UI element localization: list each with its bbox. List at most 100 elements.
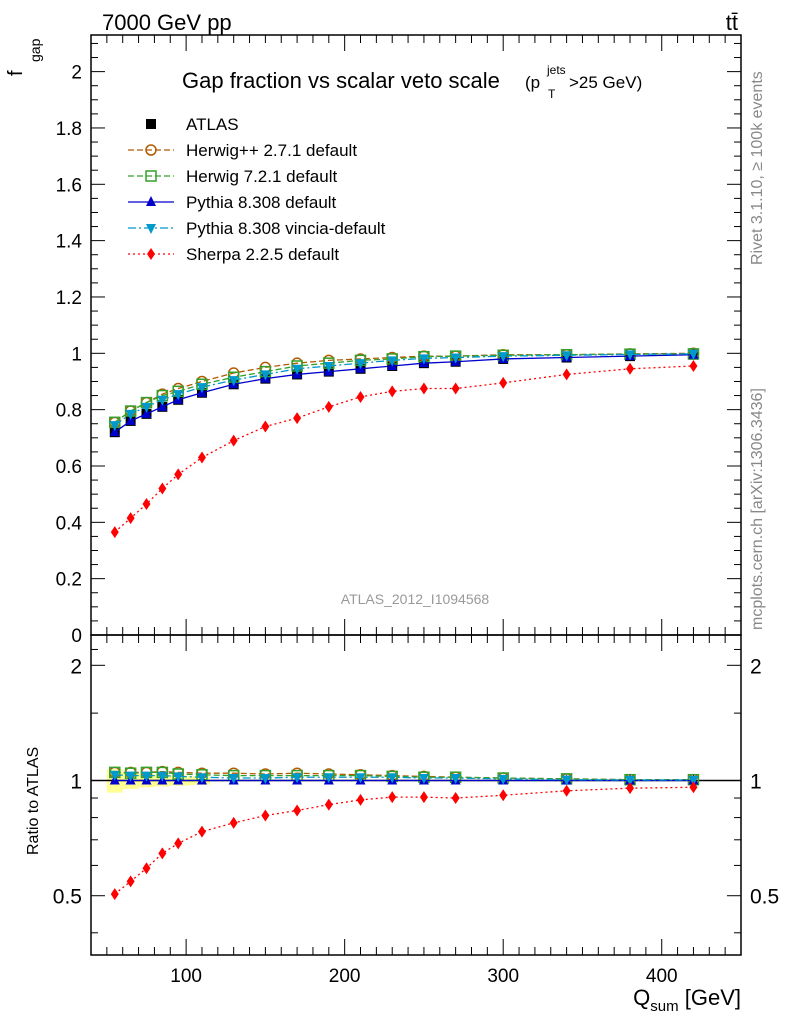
ratio-point (562, 784, 571, 797)
ratio-point (157, 771, 168, 782)
data-point (562, 368, 571, 381)
process-label: tt̄ (726, 10, 738, 35)
legend-marker (146, 196, 156, 206)
main-y-axis: 0 0.2 0.4 0.6 0.8 1 1.2 1.4 1.6 1.8 2 (56, 42, 741, 647)
ratio-point (125, 771, 136, 782)
ratio-ytick-label-right: 2 (750, 655, 762, 678)
series-line-4 (114, 353, 694, 426)
x-axis-label: Qsum [GeV] (633, 985, 741, 1015)
x-axis-label-main: Q (633, 985, 650, 1010)
data-point (625, 350, 636, 361)
mcplots-label: mcplots.cern.ch [arXiv:1306.3436] (749, 388, 766, 630)
ratio-point (293, 804, 302, 817)
analysis-label: ATLAS_2012_I1094568 (341, 591, 490, 607)
legend-marker (145, 170, 157, 182)
data-point (355, 359, 366, 370)
data-point (356, 390, 365, 403)
main-ytick-label: 0.8 (56, 401, 82, 422)
legend-label: Herwig++ 2.7.1 default (186, 141, 357, 160)
main-ytick-label: 1.2 (56, 288, 82, 309)
data-point (689, 359, 698, 372)
ratio-point (260, 774, 271, 785)
xtick-label: 400 (646, 966, 678, 987)
ratio-point (142, 862, 151, 875)
main-ytick-label: 0.6 (56, 457, 82, 478)
ratio-point (626, 782, 635, 795)
ratio-point (355, 773, 366, 784)
ratio-point (498, 774, 509, 785)
data-point (561, 351, 572, 362)
data-point (499, 376, 508, 389)
ratio-point (499, 789, 508, 802)
ratio-point (324, 798, 333, 811)
legend-marker (145, 144, 157, 156)
ratio-point (229, 816, 238, 829)
ratio-point (689, 781, 698, 794)
ratio-line-2 (114, 771, 694, 781)
ratio-point (261, 809, 270, 822)
data-point (196, 383, 207, 394)
data-point (498, 352, 509, 363)
legend: ATLAS Herwig++ 2.7.1 default Herwig 7.2.1 … (128, 115, 386, 264)
ratio-ytick-label-right: 0.5 (750, 886, 779, 909)
data-point (292, 364, 303, 375)
series-line-5 (114, 365, 694, 533)
main-series-group (109, 347, 700, 539)
main-ytick-label: 1 (71, 344, 82, 365)
data-point (126, 512, 135, 525)
data-point (293, 412, 302, 425)
legend-marker (147, 248, 155, 260)
data-point (324, 400, 333, 413)
ratio-point (418, 774, 429, 785)
data-point (173, 390, 184, 401)
ratio-ytick-label: 1 (70, 771, 82, 794)
data-point (451, 382, 460, 395)
plot-title-main: Gap fraction vs scalar veto scale (182, 68, 500, 93)
ratio-ytick-label: 2 (70, 655, 82, 678)
ratio-point (228, 774, 239, 785)
plot-title-sup: jets (546, 63, 566, 77)
data-point (418, 354, 429, 365)
ratio-point (450, 774, 461, 785)
xtick-label: 100 (170, 966, 202, 987)
data-point (261, 420, 270, 433)
main-ytick-label: 0.2 (56, 570, 82, 591)
ratio-x-axis: 100 200 300 400 (106, 635, 742, 987)
data-point (688, 349, 699, 360)
ratio-point (174, 837, 183, 850)
data-point (157, 395, 168, 406)
data-point (450, 353, 461, 364)
data-point (141, 407, 152, 418)
ratio-point (419, 791, 428, 804)
main-plot: 0 0.2 0.4 0.6 0.8 1 1.2 1.4 1.6 1.8 2 Gap fraction… (5, 34, 742, 647)
data-point (228, 376, 239, 387)
energy-label: 7000 GeV pp (102, 10, 232, 35)
legend-label: Herwig 7.2.1 default (186, 167, 337, 186)
ratio-point (126, 875, 135, 888)
main-ylabel: f (5, 70, 27, 76)
ratio-point (356, 793, 365, 806)
ratio-point (561, 775, 572, 786)
ratio-y-axis: 0.5 0.5 1 1 2 2 (53, 648, 779, 934)
data-point (125, 414, 136, 425)
data-point (388, 385, 397, 398)
ratio-line-5 (114, 786, 694, 895)
ratio-ylabel: Ratio to ATLAS (25, 747, 42, 855)
main-ytick-label: 1.8 (56, 119, 82, 140)
ratio-point (688, 776, 699, 787)
legend-label: Pythia 8.308 vincia-default (186, 219, 386, 238)
data-point (125, 409, 136, 420)
ratio-point (197, 825, 206, 838)
ratio-point (625, 776, 636, 787)
data-point (229, 434, 238, 447)
data-point (142, 498, 151, 511)
data-point (141, 402, 152, 413)
ratio-plot-frame (90, 634, 742, 956)
ratio-point (173, 772, 184, 783)
main-ytick-label: 0 (71, 626, 82, 647)
plot-title-rest: >25 GeV) (569, 73, 642, 92)
plot-title-sub: T (548, 87, 556, 101)
ratio-point (387, 773, 398, 784)
ratio-point (292, 773, 303, 784)
